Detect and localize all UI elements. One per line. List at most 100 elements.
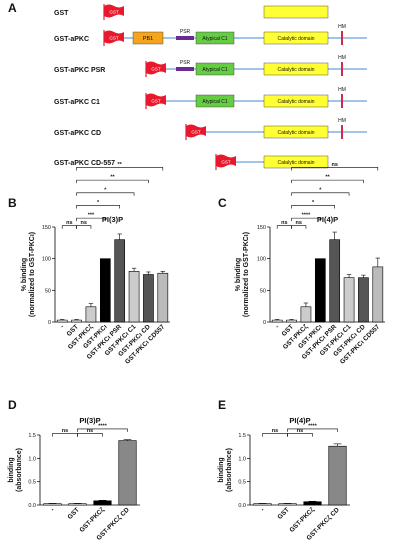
bar [43, 503, 62, 506]
y-tick-label: 0 [48, 320, 51, 326]
significance-label: ns [81, 220, 87, 226]
bar [56, 319, 68, 323]
y-axis-label-line: binding [8, 457, 15, 482]
chart-b: PI(3)P 0 50 100 150 % binding(normalized to G… [21, 162, 170, 366]
y-tick-label: 0 [263, 320, 266, 326]
significance-label: ns [296, 220, 302, 226]
catalytic-label: Catalytic domain [278, 130, 315, 136]
hm-motif [341, 94, 343, 108]
significance-label: ns [62, 428, 68, 434]
significance-label: **** [302, 213, 311, 219]
significance-bracket [76, 217, 106, 222]
significance-bracket [291, 205, 335, 209]
construct-name: GST-aPKC CD [54, 130, 101, 137]
significance-label: * [312, 200, 315, 206]
significance-bracket [77, 428, 128, 432]
significance-bracket [291, 192, 350, 196]
bar [343, 277, 355, 323]
chart-title: PI(4)P [317, 215, 338, 224]
category-label: - [49, 506, 55, 512]
y-tick-label: 1.0 [238, 456, 246, 462]
significance-label: ** [110, 175, 115, 181]
catalytic-label: Catalytic domain [278, 36, 315, 42]
bar [286, 319, 297, 323]
bar [358, 277, 369, 323]
category-label: GST [277, 506, 291, 520]
pb1-domain [132, 31, 164, 45]
panel-d-label: D [8, 398, 17, 412]
bar [314, 258, 326, 323]
bar [328, 445, 347, 506]
bar [157, 272, 169, 323]
significance-label: ** [118, 162, 123, 168]
bar [99, 258, 111, 323]
y-axis-label-line: (normalized to GST-PKCι) [29, 232, 36, 317]
hm-label: HM [338, 118, 346, 124]
panel-a-label: A [8, 1, 17, 15]
catalytic-domain [263, 31, 329, 45]
chart-title: PI(3)P [79, 416, 100, 425]
significance-bracket [291, 217, 321, 222]
bar [143, 274, 154, 323]
bar [303, 501, 322, 506]
category-label: - [274, 323, 280, 329]
y-tick-label: 150 [257, 225, 266, 231]
significance-bracket [291, 167, 379, 171]
y-axis-label-line: (absorbance) [226, 448, 233, 492]
significance-label: ns [331, 162, 337, 168]
bar [85, 306, 97, 323]
y-tick-label: 1.5 [238, 433, 246, 439]
gst-flag-icon [146, 61, 166, 75]
significance-label: ** [325, 175, 330, 181]
y-tick-label: 150 [42, 225, 51, 231]
y-tick-label: 0.0 [28, 503, 36, 509]
bar [93, 500, 112, 506]
bar [278, 503, 297, 506]
psr-region [176, 36, 194, 40]
significance-bracket [76, 179, 149, 184]
gst-flag-icon [104, 4, 124, 18]
catalytic-domain [263, 155, 329, 169]
y-tick-label: 0.5 [28, 480, 36, 486]
y-tick-label: 0.5 [238, 480, 246, 486]
construct-name: GST-aPKC CD-557 [54, 160, 115, 167]
significance-bracket [291, 225, 307, 229]
y-axis-label-line: % binding [21, 258, 28, 291]
hm-motif [341, 31, 343, 45]
catalytic-domain [263, 125, 329, 139]
bar [271, 319, 283, 323]
significance-bracket [287, 428, 338, 432]
gst-flag-label: GST [221, 160, 231, 165]
gst-flag-label: GST [151, 99, 161, 104]
chart-title: PI(3)P [102, 215, 123, 224]
pb1-label: PB1 [143, 36, 153, 42]
significance-bracket [76, 167, 164, 171]
gst-flag-label: GST [191, 130, 201, 135]
c1-label: Atypical C1 [202, 99, 228, 105]
bar [253, 503, 272, 506]
y-axis-label: % binding(normalized to GST-PKCι) [21, 232, 36, 317]
construct-name: GST-aPKC C1 [54, 99, 100, 106]
y-tick-label: 100 [257, 257, 266, 263]
gst-flag-label: GST [109, 10, 119, 15]
hm-label: HM [338, 24, 346, 30]
y-axis-label-line: (absorbance) [16, 448, 23, 492]
c1-label: Atypical C1 [202, 67, 228, 73]
y-axis-label: binding(absorbance) [218, 448, 233, 492]
construct-name: GST [54, 10, 69, 17]
chart-c: PI(4)P 0 50 100 150 % binding(normalized to G… [235, 162, 385, 366]
y-tick-label: 1.0 [28, 456, 36, 462]
c1-domain [195, 31, 235, 45]
y-tick-label: 50 [45, 288, 51, 294]
bar [68, 503, 87, 506]
significance-label: *** [88, 213, 95, 219]
catalytic-label: Catalytic domain [278, 99, 315, 105]
chart-title: PI(4)P [289, 416, 310, 425]
significance-label: ns [66, 220, 72, 226]
significance-label: **** [98, 423, 107, 429]
psr-region [176, 67, 194, 71]
gst-flag-label: GST [109, 36, 119, 41]
y-axis-label-line: (normalized to GST-PKCι) [243, 232, 250, 317]
gst-flag-icon [216, 154, 236, 168]
y-tick-label: 1.5 [28, 433, 36, 439]
